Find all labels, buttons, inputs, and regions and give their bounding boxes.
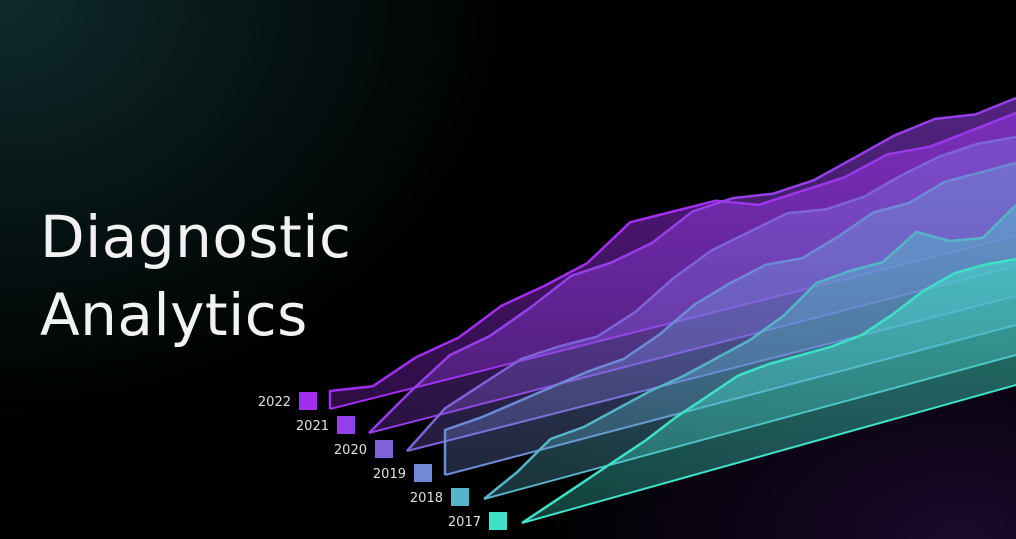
series-line-2019	[443, 161, 1016, 475]
legend-swatch-2017	[489, 512, 507, 530]
legend-label-2019: 2019	[373, 467, 406, 482]
series-line-2021	[368, 96, 1016, 434]
legend-swatch-2022	[299, 392, 317, 410]
area-2018	[484, 205, 1016, 499]
legend-swatch-2019	[414, 464, 432, 482]
legend-label-2018: 2018	[410, 491, 443, 506]
baseline-2017	[521, 384, 1016, 524]
legend-label-2021: 2021	[296, 419, 329, 434]
area-2017	[522, 259, 1016, 523]
legend-swatch-2018	[451, 488, 469, 506]
legend-swatch-2020	[375, 440, 393, 458]
legend-swatch-2021	[337, 416, 355, 434]
legend-label-2017: 2017	[448, 515, 481, 530]
slide-title-line-2: Analytics	[40, 281, 308, 349]
series-line-2020	[406, 135, 1016, 452]
slide-title-line-1: Diagnostic	[40, 203, 352, 271]
legend-label-2022: 2022	[258, 395, 291, 410]
series-line-2018	[483, 204, 1016, 500]
series-line-2017	[521, 257, 1016, 525]
area-2019	[445, 163, 1016, 475]
legend-label-2020: 2020	[334, 443, 367, 458]
